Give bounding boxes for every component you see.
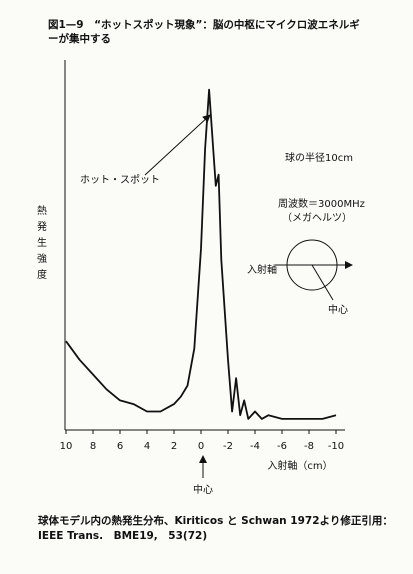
annotation: 入射軸 (247, 263, 277, 276)
center-pointer (311, 264, 334, 301)
chart: 10 8 6 4 2 0 -2 -4 -6 -8 -10 入射軸（cm） 熱発生強度 ホット・スポット 球の… (35, 60, 365, 496)
annotation: 中心 (193, 483, 213, 496)
chart-title: 図1—9 “ホットスポット現象”：脳の中枢にマイクロ波エネルギーが集中する (48, 19, 360, 45)
x-tick-label: -10 (328, 441, 344, 452)
caption: 球体モデル内の熱発生分布、Kiriticos と Schwan 1972より修正… (38, 514, 393, 544)
x-tick-label: 4 (144, 441, 150, 452)
y-axis-label: 熱発生強度 (35, 204, 47, 285)
data-line (65, 88, 337, 420)
annotation-arrow (144, 114, 211, 176)
caption-line: IEEE Trans. BME19, 53(72) (38, 530, 208, 542)
x-tick-label: 0 (198, 441, 204, 452)
x-tick-label: 2 (171, 441, 177, 452)
annotation: 周波数＝3000MHz (278, 197, 365, 210)
annotation: 球の半径10cm (285, 151, 353, 164)
x-axis-label: 入射軸（cm） (267, 459, 332, 472)
x-tick-label: -4 (250, 441, 260, 452)
annotation: 中心 (328, 303, 348, 316)
x-tick-label: 8 (90, 441, 96, 452)
caption-line: 球体モデル内の熱発生分布、Kiriticos と Schwan 1972より修正… (38, 515, 393, 527)
x-tick-label: -8 (304, 441, 314, 452)
annotation: （メガヘルツ） (282, 212, 352, 224)
annotation: ホット・スポット (80, 174, 160, 186)
x-tick-label: -2 (223, 441, 233, 452)
x-tick-label: -6 (277, 441, 287, 452)
x-tick-label: 10 (60, 441, 73, 452)
x-tick-label: 6 (117, 441, 123, 452)
